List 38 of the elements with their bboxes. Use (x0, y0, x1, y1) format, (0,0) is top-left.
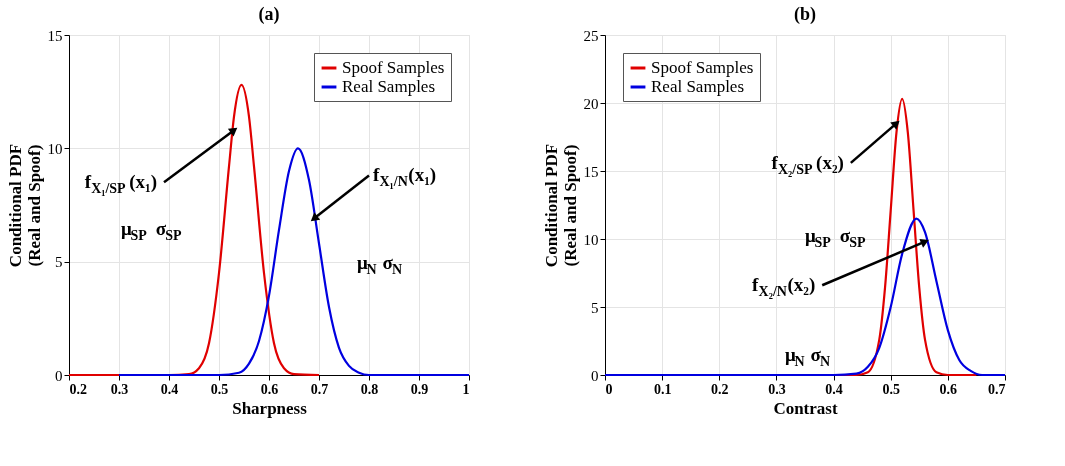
x-axis-title: Sharpness (232, 398, 308, 418)
y-tick-label: 10 (583, 231, 599, 248)
x-tick-label: 1 (462, 381, 470, 397)
y-tick-label: 15 (583, 163, 599, 180)
x-tick-label: 0.4 (825, 381, 843, 397)
x-tick-label: 0.1 (653, 381, 672, 397)
x-tick-label: 0.7 (988, 381, 1006, 397)
x-tick-label: 0.9 (410, 381, 429, 397)
x-tick-label: 0.2 (711, 381, 729, 397)
legend-label: Spoof Samples (342, 58, 445, 77)
y-axis-title: Conditional PDF (Real and Spoof) (5, 143, 44, 268)
x-tick-label: 0 (605, 381, 613, 397)
y-tick-label: 10 (47, 140, 63, 157)
legend-label: Spoof Samples (651, 58, 754, 77)
y-tick-label: 0 (591, 367, 599, 384)
y-axis-title: Conditional PDF (Real and Spoof) (541, 143, 580, 268)
x-tick-label: 0.5 (882, 381, 900, 397)
chart-title: (b) (794, 4, 816, 25)
x-axis-title: Contrast (773, 398, 838, 418)
y-tick-label: 5 (591, 299, 599, 316)
x-tick-label: 0.3 (768, 381, 786, 397)
y-tick-label: 25 (583, 27, 599, 44)
x-tick-label: 0.3 (110, 381, 129, 397)
y-tick-label: 0 (55, 367, 63, 384)
line-series (67, 83, 321, 377)
x-tick-label: 0.5 (210, 381, 229, 397)
y-tick-label: 5 (55, 254, 63, 271)
legend-label: Real Samples (651, 77, 745, 96)
chart-title: (a) (258, 4, 280, 25)
x-tick-label: 0.8 (360, 381, 379, 397)
y-tick-label: 15 (47, 27, 63, 44)
x-tick-label: 0.2 (69, 381, 87, 397)
x-tick-label: 0.4 (160, 381, 179, 397)
y-tick-label: 20 (583, 95, 599, 112)
x-tick-label: 0.7 (310, 381, 329, 397)
legend-label: Real Samples (342, 77, 436, 96)
x-tick-label: 0.6 (260, 381, 279, 397)
x-tick-label: 0.6 (939, 381, 958, 397)
